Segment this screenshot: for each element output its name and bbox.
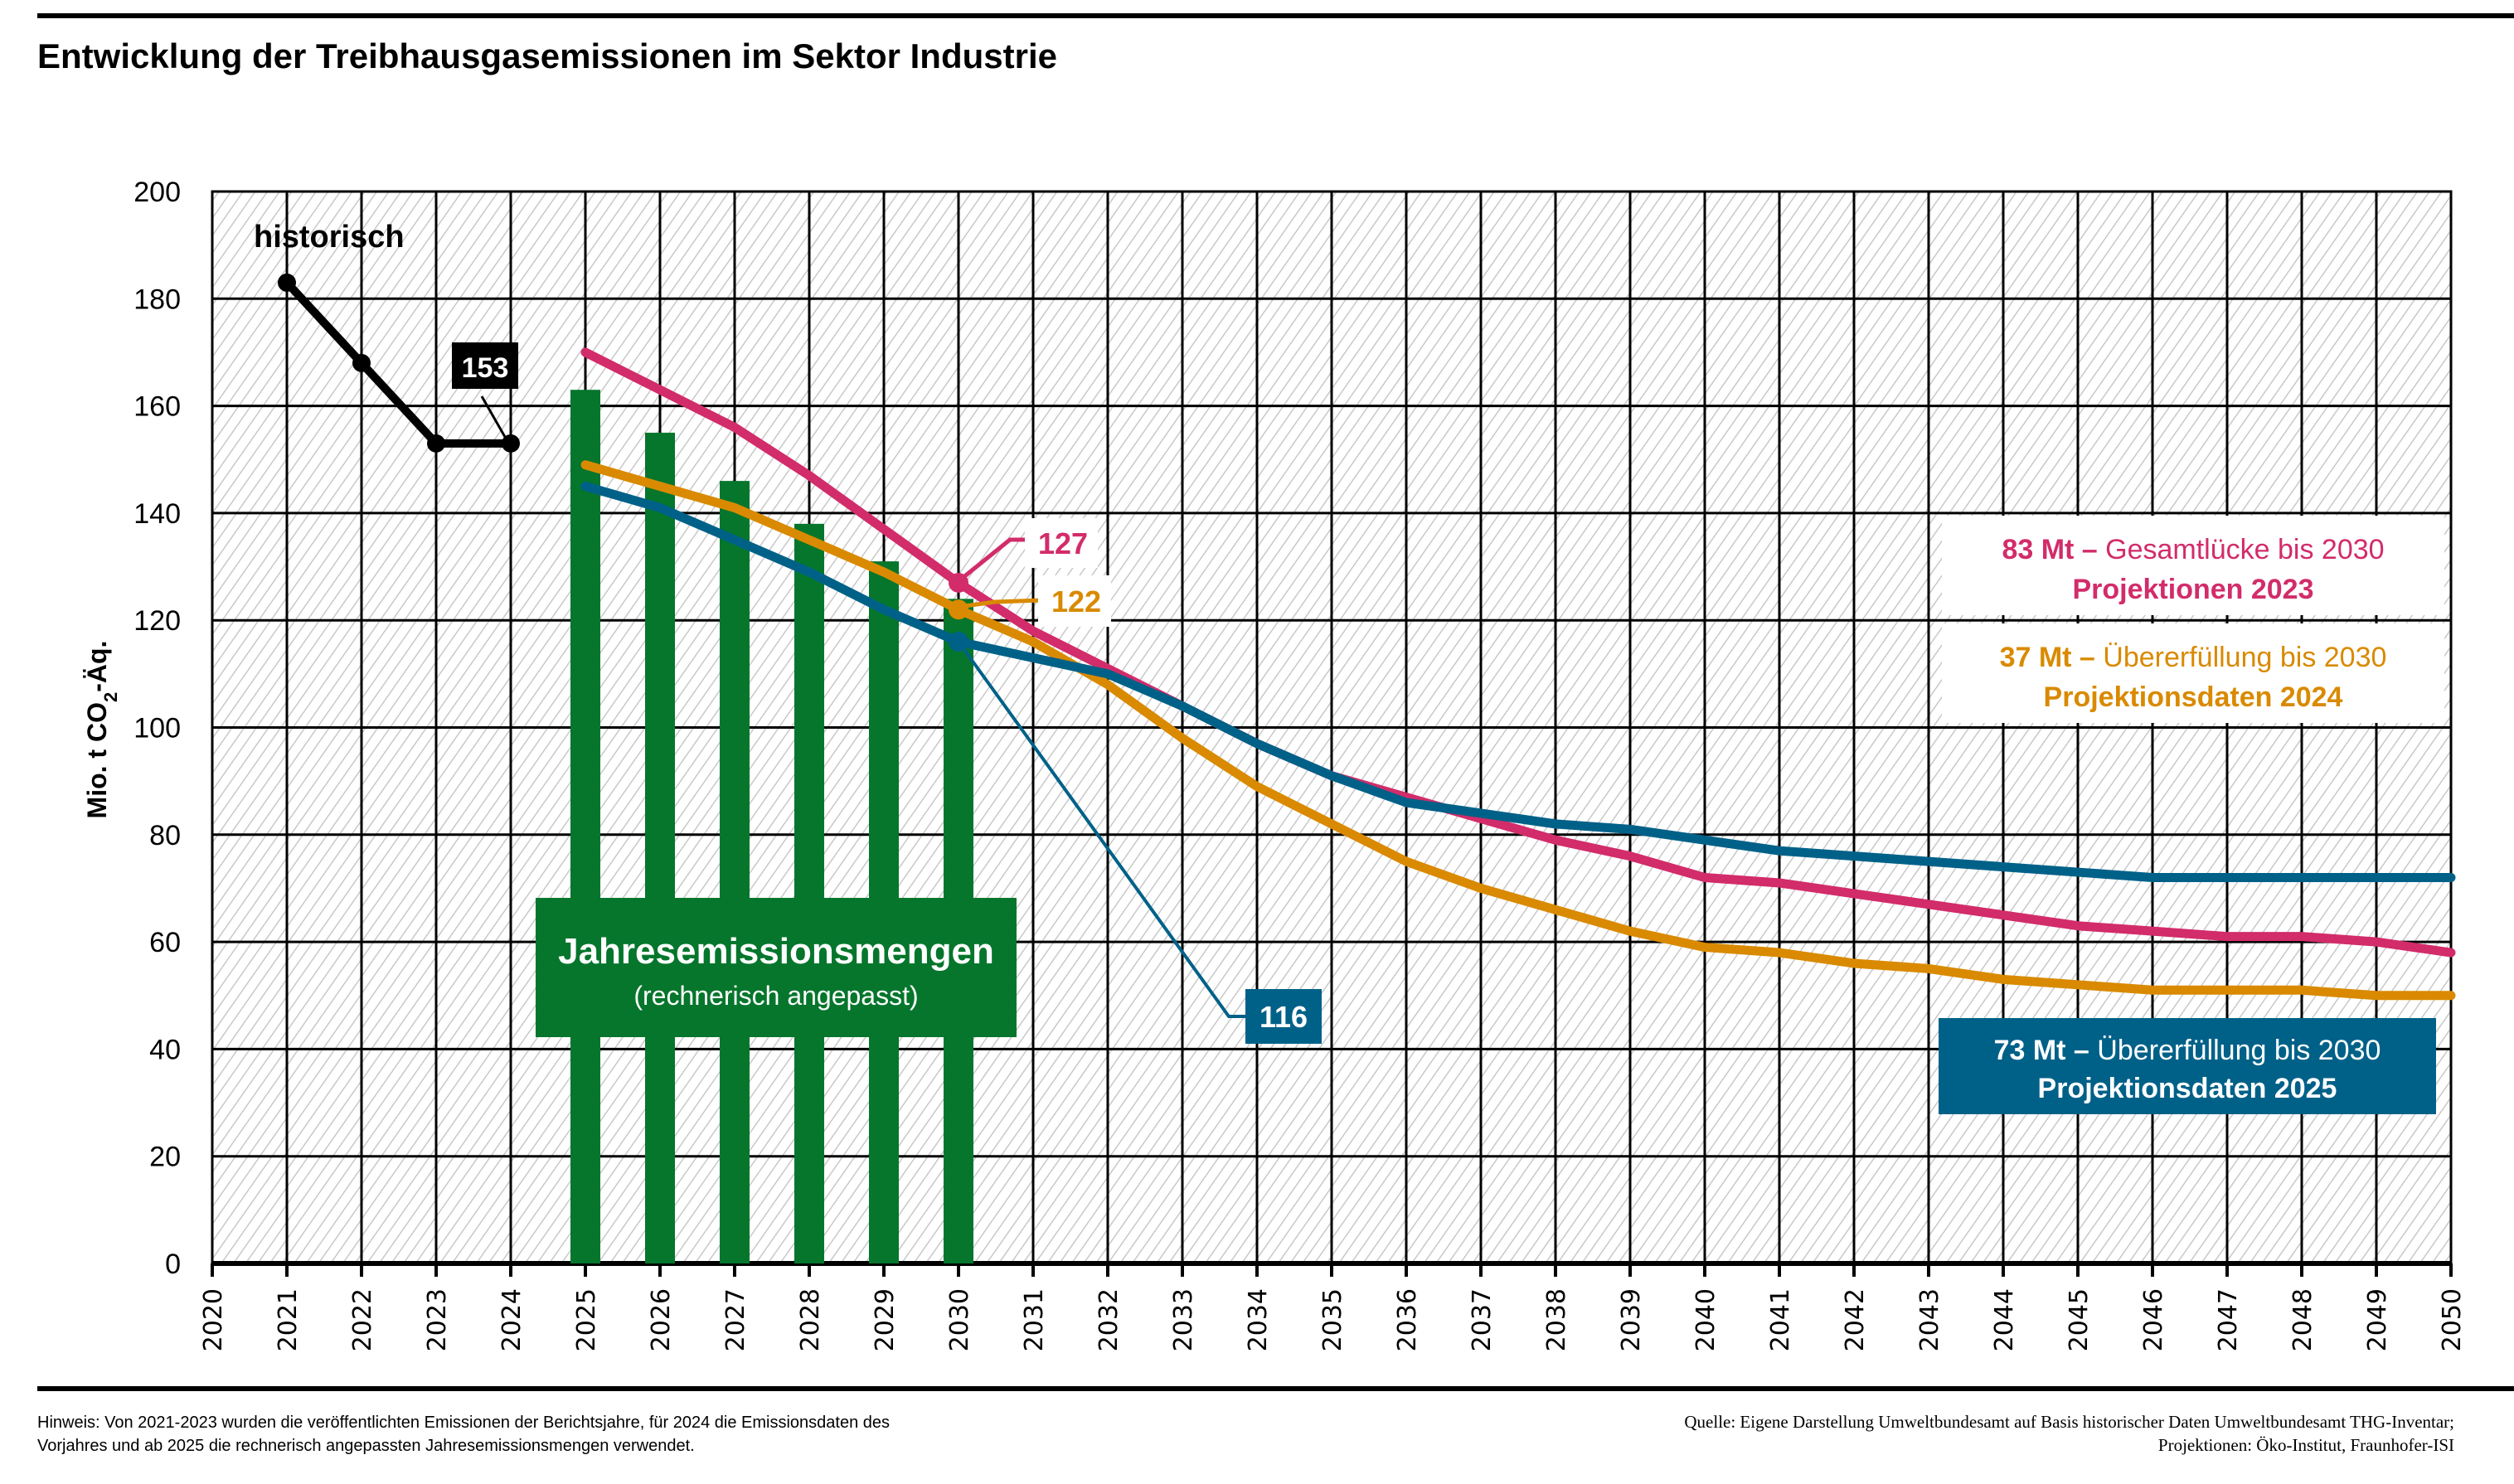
x-tick-label: 2020 xyxy=(199,1288,228,1351)
x-tick-label: 2023 xyxy=(423,1288,452,1351)
x-tick-label: 2043 xyxy=(1915,1288,1944,1351)
y-tick-label: 160 xyxy=(133,391,181,423)
svg-text:73 Mt – Übererfüllung bis 2030: 73 Mt – Übererfüllung bis 2030 xyxy=(1994,1035,2381,1066)
summary-2025-text: Übererfüllung bis 2030 xyxy=(2089,1035,2381,1066)
value-label-127: 127 xyxy=(957,518,1098,583)
x-tick-label: 2044 xyxy=(1990,1288,2019,1351)
y-tick-label: 80 xyxy=(149,820,181,851)
footer-rule xyxy=(37,1386,2514,1391)
x-tick-label: 2048 xyxy=(2288,1288,2317,1351)
line-proj2023 xyxy=(580,347,2456,958)
x-tick-label: 2040 xyxy=(1691,1288,1720,1351)
line-historical xyxy=(283,278,515,448)
summary-box-proj2025: 73 Mt – Übererfüllung bis 2030 Projektio… xyxy=(1939,1018,2436,1114)
y-tick-label: 100 xyxy=(133,713,181,744)
x-tick-label: 2032 xyxy=(1094,1288,1124,1351)
value-label-122-text: 122 xyxy=(1051,584,1101,618)
summary-2023-text: Gesamtlücke bis 2030 xyxy=(2098,534,2385,565)
value-label-153-text: 153 xyxy=(462,352,509,384)
x-tick-label: 2031 xyxy=(1020,1288,1049,1351)
marker-proj2024-2030 xyxy=(949,599,968,620)
y-tick-label: 140 xyxy=(133,498,181,530)
value-label-116-text: 116 xyxy=(1259,1000,1308,1034)
summary-2024-text: Übererfüllung bis 2030 xyxy=(2095,642,2387,673)
bar-label-box: Jahresemissionsmengen (rechnerisch angep… xyxy=(536,898,1017,1037)
x-tick-label: 2034 xyxy=(1244,1288,1273,1351)
summary-box-proj2024: 37 Mt – Übererfüllung bis 2030 Projektio… xyxy=(1942,623,2444,723)
y-tick-label: 120 xyxy=(133,605,181,637)
summary-2023-line2: Projektionen 2023 xyxy=(2072,574,2313,605)
x-axis-ticks: 2020 2021 2022 2023 2024 2025 2026 2027 2028 2029… xyxy=(199,1263,2467,1351)
y-tick-label: 0 xyxy=(165,1249,181,1280)
x-tick-label: 2027 xyxy=(721,1288,750,1351)
marker-historical-2023 xyxy=(427,434,445,453)
x-tick-label: 2037 xyxy=(1468,1288,1497,1351)
bar-2025 xyxy=(570,390,600,1264)
x-tick-label: 2029 xyxy=(871,1288,900,1351)
y-tick-label: 20 xyxy=(149,1142,181,1173)
series-markers xyxy=(278,273,968,652)
bar-label-subtitle: (rechnerisch angepasst) xyxy=(633,981,918,1011)
footer-note-line1: Hinweis: Von 2021-2023 wurden die veröff… xyxy=(37,1414,890,1432)
footer-source-line1: Quelle: Eigene Darstellung Umweltbundesa… xyxy=(1684,1412,2454,1432)
x-tick-label: 2030 xyxy=(945,1288,974,1351)
y-axis-label: Mio. t CO2-Äq. xyxy=(82,641,121,819)
line-proj2024 xyxy=(580,460,2456,1001)
value-label-153: 153 xyxy=(452,342,518,444)
x-tick-label: 2049 xyxy=(2363,1288,2392,1351)
bar-2027 xyxy=(720,481,750,1263)
x-tick-label: 2028 xyxy=(796,1288,825,1351)
x-tick-label: 2033 xyxy=(1169,1288,1198,1351)
footer-source-line2: Projektionen: Öko-Institut, Fraunhofer-I… xyxy=(2158,1435,2454,1455)
top-rule xyxy=(37,13,2514,18)
x-tick-label: 2045 xyxy=(2065,1288,2094,1351)
value-label-116: 116 xyxy=(957,640,1322,1044)
x-tick-label: 2042 xyxy=(1841,1288,1870,1351)
x-tick-label: 2047 xyxy=(2214,1288,2243,1351)
x-tick-label: 2039 xyxy=(1617,1288,1646,1351)
summary-2025-line2: Projektionsdaten 2025 xyxy=(2038,1073,2337,1104)
chart-title: Entwicklung der Treibhausgasemissionen i… xyxy=(37,36,1057,75)
x-tick-label: 2035 xyxy=(1318,1288,1347,1351)
y-tick-label: 180 xyxy=(133,284,181,315)
y-tick-label: 200 xyxy=(133,177,181,208)
historical-label: historisch xyxy=(254,220,405,255)
y-tick-label: 40 xyxy=(149,1034,181,1065)
svg-text:83 Mt – Gesamtlücke bis 2030: 83 Mt – Gesamtlücke bis 2030 xyxy=(2002,534,2384,565)
bar-2028 xyxy=(794,523,824,1263)
footer-note-line2: Vorjahres und ab 2025 die rechnerisch an… xyxy=(37,1437,695,1455)
marker-historical-2021 xyxy=(278,273,296,292)
summary-box-proj2023: 83 Mt – Gesamtlücke bis 2030 Projektione… xyxy=(1942,516,2444,615)
line-proj2025 xyxy=(580,482,2456,883)
x-tick-label: 2022 xyxy=(348,1288,377,1351)
bar-2026 xyxy=(645,432,675,1263)
x-tick-label: 2050 xyxy=(2438,1288,2467,1351)
summary-2023-amount: 83 Mt – xyxy=(2002,534,2097,565)
x-tick-label: 2021 xyxy=(274,1288,303,1351)
x-tick-label: 2046 xyxy=(2139,1288,2168,1351)
x-tick-label: 2038 xyxy=(1542,1288,1571,1351)
y-axis-ticks: 0 20 40 60 80 100 120 140 160 180 200 xyxy=(133,177,181,1280)
value-label-127-text: 127 xyxy=(1038,526,1088,560)
x-tick-label: 2036 xyxy=(1393,1288,1422,1351)
value-label-122: 122 xyxy=(958,575,1111,627)
y-tick-label: 60 xyxy=(149,927,181,958)
summary-2024-amount: 37 Mt – xyxy=(2000,642,2095,673)
series-lines xyxy=(283,278,2456,1001)
x-tick-label: 2041 xyxy=(1766,1288,1795,1351)
svg-text:37 Mt – Übererfüllung bis 2030: 37 Mt – Übererfüllung bis 2030 xyxy=(2000,642,2387,673)
x-tick-label: 2024 xyxy=(497,1288,527,1351)
marker-historical-2022 xyxy=(352,353,371,372)
summary-2025-amount: 73 Mt – xyxy=(1994,1035,2089,1066)
x-tick-label: 2025 xyxy=(572,1288,601,1351)
summary-2024-line2: Projektionsdaten 2024 xyxy=(2044,681,2343,713)
x-tick-label: 2026 xyxy=(647,1288,676,1351)
bar-label-title: Jahresemissionsmengen xyxy=(558,931,994,972)
